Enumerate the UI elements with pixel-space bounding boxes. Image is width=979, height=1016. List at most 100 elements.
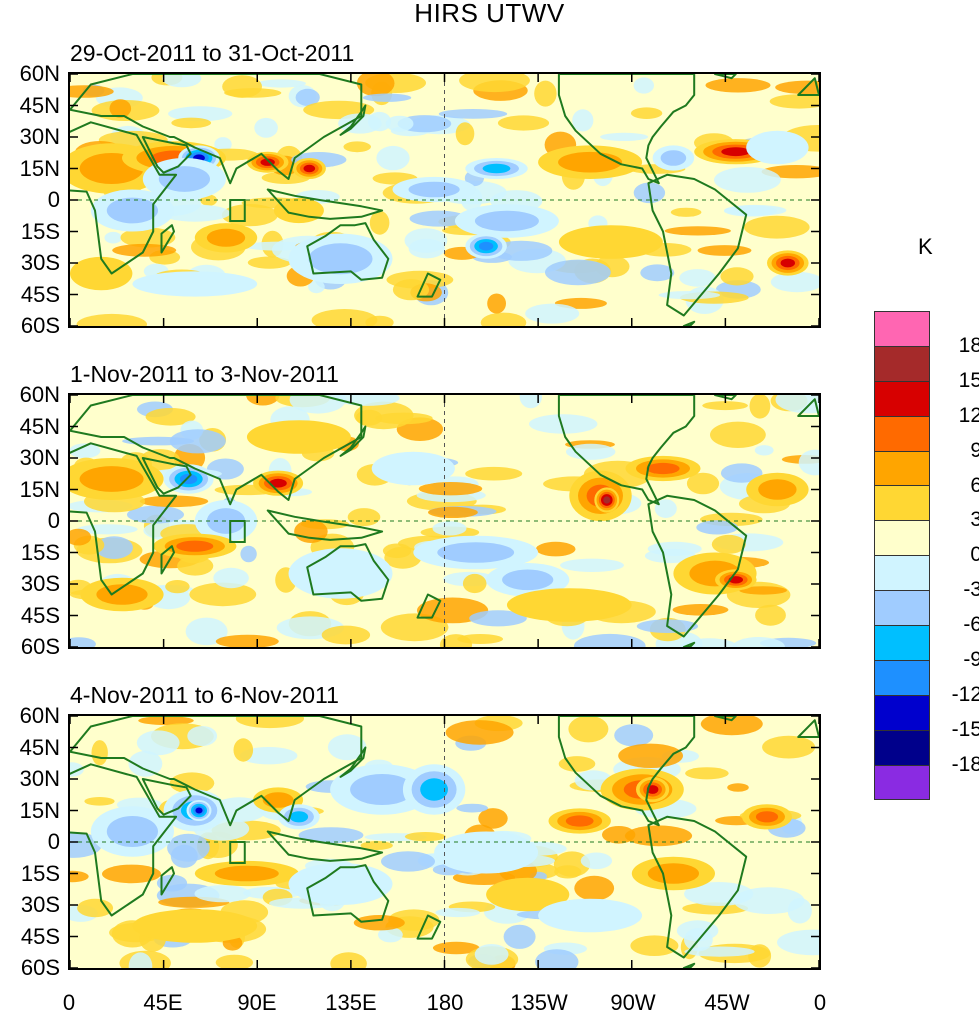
anomaly-texture (777, 929, 819, 956)
anomaly-contour (408, 181, 460, 198)
anomaly-texture (70, 85, 114, 98)
anomaly-texture (432, 521, 467, 536)
colorbar-swatch (874, 729, 930, 765)
anomaly-contour (558, 225, 663, 259)
anomaly-texture (257, 79, 306, 88)
anomaly-texture (222, 75, 262, 98)
anomaly-texture (321, 625, 371, 645)
anomaly-contour (660, 150, 687, 166)
anomaly-texture (289, 395, 346, 414)
anomaly-texture (614, 724, 654, 747)
anomaly-texture (84, 797, 115, 806)
panel-1-title: 29-Oct-2011 to 31-Oct-2011 (70, 40, 355, 66)
anomaly-texture (720, 267, 754, 286)
anomaly-contour (755, 811, 779, 823)
anomaly-contour (132, 909, 258, 943)
coastline (266, 830, 384, 862)
colorbar-swatch (874, 380, 930, 416)
coastline (141, 778, 192, 816)
anomaly-texture (240, 545, 257, 563)
anomaly-texture (798, 449, 819, 476)
colorbar-swatch (874, 590, 930, 626)
region-box (229, 199, 246, 222)
anomaly-texture (618, 743, 683, 768)
anomaly-texture (235, 716, 304, 729)
anomaly-texture (233, 738, 254, 762)
anomaly-texture (474, 944, 509, 965)
coastline (339, 425, 367, 457)
anomaly-contour (158, 166, 210, 192)
map-panel-2 (68, 393, 821, 649)
anomaly-texture (682, 902, 749, 915)
anomaly-texture (574, 633, 646, 647)
anomaly-texture (168, 106, 233, 122)
anomaly-texture (171, 117, 212, 129)
coastline (797, 77, 819, 96)
anomaly-texture (247, 256, 291, 269)
anomaly-texture (680, 638, 738, 647)
anomaly-texture (185, 617, 228, 646)
anomaly-texture (732, 637, 785, 647)
anomaly-contour (538, 898, 643, 933)
y-tick-label: 45N (19, 734, 60, 760)
anomaly-contour (106, 197, 158, 224)
anomaly-texture (574, 875, 615, 901)
anomaly-texture (138, 716, 194, 726)
colorbar-label: -15 (951, 717, 979, 741)
anomaly-texture (311, 309, 378, 326)
coastline (70, 442, 178, 596)
colorbar-swatch (874, 625, 930, 660)
coastline (160, 545, 175, 575)
coastline (266, 188, 384, 220)
anomaly-contour (420, 778, 448, 801)
anomaly-contour (502, 569, 554, 591)
x-tick-label: 180 (426, 990, 464, 1015)
anomaly-texture (127, 505, 184, 524)
coastline (70, 121, 178, 275)
anomaly-texture (418, 482, 483, 496)
y-tick-label: 45S (20, 602, 60, 628)
anomaly-contour (106, 816, 158, 847)
anomaly-texture (104, 231, 122, 244)
anomaly-texture (369, 210, 390, 235)
anomaly-texture (534, 80, 557, 107)
y-tick-label: 60N (19, 61, 60, 86)
y-tick-label: 15S (20, 539, 60, 565)
anomaly-contour (758, 479, 797, 500)
anomaly-contour (132, 271, 258, 297)
coastline (339, 104, 367, 136)
y-tick-label: 60N (19, 382, 60, 407)
anomaly-texture (705, 78, 771, 93)
figure-title: HIRS UTWV (414, 0, 565, 28)
anomaly-texture (145, 408, 196, 426)
coastline (70, 395, 363, 506)
coastline (306, 543, 390, 602)
y-tick-label: 60N (19, 703, 60, 728)
y-tick-label: 60S (20, 955, 60, 980)
anomaly-texture (213, 567, 249, 589)
anomaly-contour (647, 863, 700, 884)
colorbar-swatch (874, 659, 930, 695)
coastline (160, 224, 175, 254)
y-tick-label: 45N (19, 413, 60, 439)
coastline (70, 763, 178, 917)
y-tick-label: 15S (20, 218, 60, 244)
anomaly-contour (288, 863, 393, 905)
anomaly-texture (529, 414, 598, 434)
y-tick-label: 60S (20, 634, 60, 659)
anomaly-contour (746, 130, 809, 165)
anomaly-texture (295, 88, 320, 106)
anomaly-texture (330, 952, 367, 968)
coastline (797, 398, 819, 417)
anomaly-texture (640, 264, 675, 282)
anomaly-texture (109, 99, 132, 118)
y-tick-label: 15N (19, 155, 60, 181)
anomaly-contour (603, 496, 611, 504)
colorbar-swatch (874, 450, 930, 486)
anomaly-texture (353, 915, 405, 931)
map-svg (70, 716, 819, 968)
anomaly-texture (654, 499, 677, 518)
y-tick-label: 30S (20, 250, 60, 275)
coastline (557, 395, 696, 506)
anomaly-texture (478, 808, 508, 829)
